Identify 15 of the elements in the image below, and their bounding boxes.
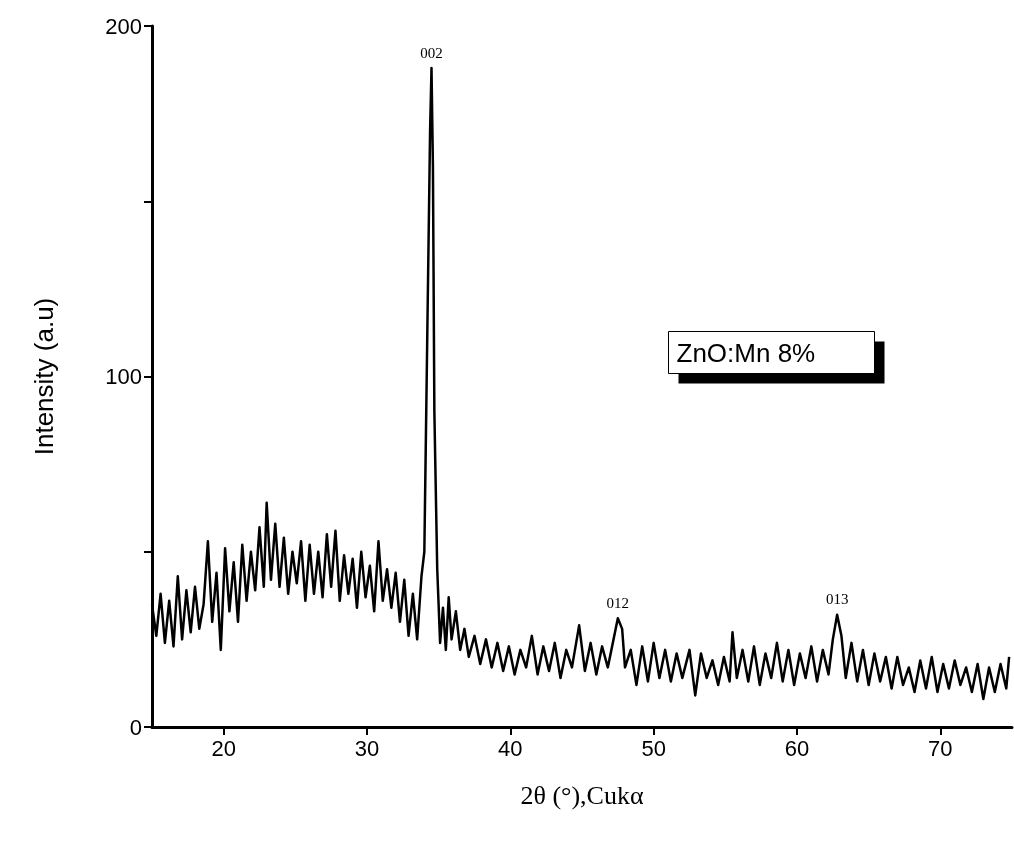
x-tick-label: 50 bbox=[641, 735, 666, 761]
x-tick-label: 70 bbox=[928, 735, 953, 761]
x-tick-label: 40 bbox=[498, 735, 523, 761]
annotation: 002 bbox=[420, 44, 443, 61]
annotation: 012 bbox=[606, 594, 630, 611]
y-tick-label: 200 bbox=[105, 13, 142, 39]
annotation: ZnO:Mn 8% bbox=[676, 337, 816, 368]
x-axis-title: 2θ (°),Cukα bbox=[520, 780, 644, 810]
x-tick-label: 60 bbox=[784, 735, 810, 761]
y-axis-title: Intensity (a.u) bbox=[29, 297, 59, 456]
y-tick-label: 0 bbox=[129, 714, 142, 740]
x-tick-label: 20 bbox=[211, 735, 236, 761]
annotation: 013 bbox=[825, 591, 849, 608]
y-tick-label: 100 bbox=[105, 364, 142, 389]
x-tick-label: 30 bbox=[354, 735, 380, 761]
